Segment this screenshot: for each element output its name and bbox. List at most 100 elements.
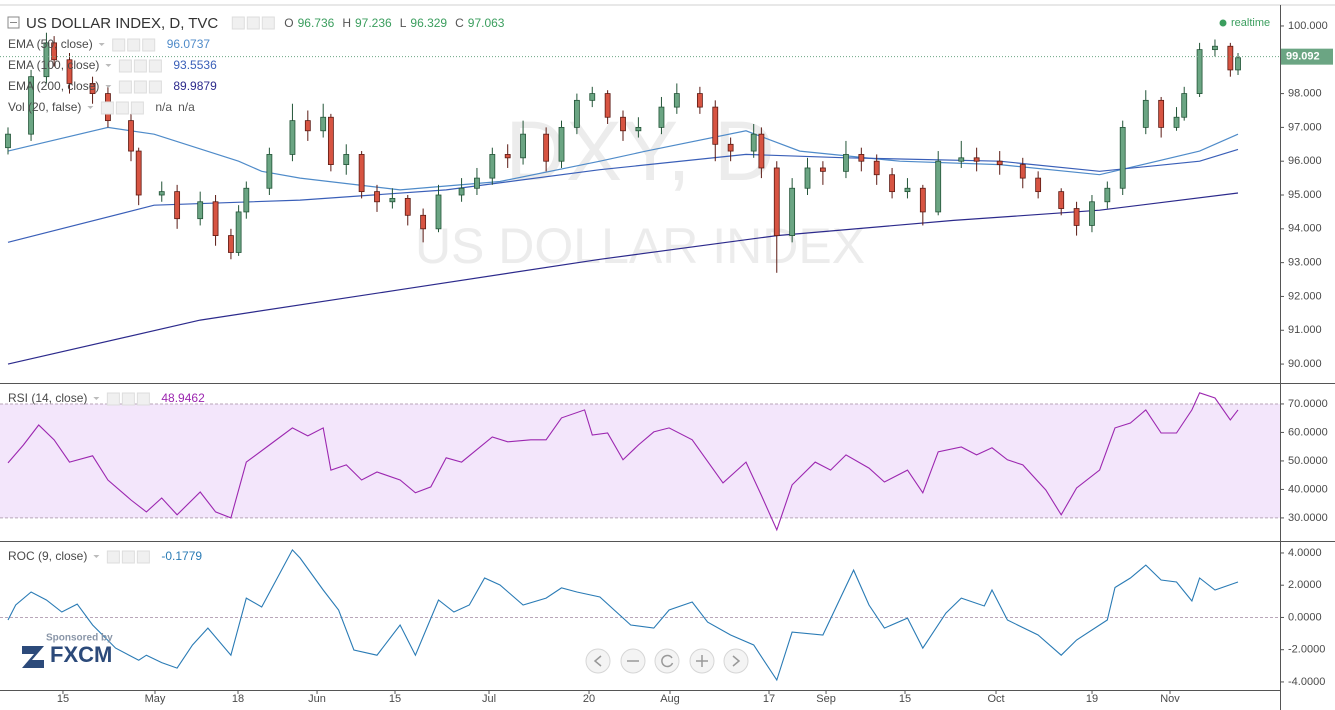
legend-icon [133,80,147,94]
last-price-label: 99.092 [1286,51,1320,63]
candle-body [935,160,942,213]
candle-body [51,42,58,61]
nav-buttons [585,648,749,674]
legend-icon [136,550,150,564]
candle-body [5,133,11,149]
indicator-line [7,548,1239,682]
scroll-right-button[interactable] [723,648,749,674]
reset-button[interactable] [654,648,680,674]
candle-body [358,154,365,193]
dropdown-arrow [105,85,112,88]
y-tick-label: 0.0000 [1288,611,1322,623]
y-tick-label: 91.000 [1288,324,1322,336]
candle-body [973,157,980,162]
candle-body [789,187,796,236]
x-tick-label: 17 [763,693,775,705]
legend-value: 48.9462 [161,391,205,405]
x-tick-label: Nov [1160,693,1180,705]
candle-body [212,201,219,236]
candle-body [174,191,181,220]
x-tick-label: Jul [482,693,496,705]
icon [593,655,602,667]
y-tick-label: 96.000 [1288,155,1322,167]
x-tick-label: Oct [987,693,1004,705]
legend-icon [121,550,135,564]
sponsor-logo: Sponsored by FXCM [22,633,113,668]
legend-icon [142,38,156,52]
candle-body [758,133,765,169]
candle-body [804,167,811,189]
rsi-band [0,403,1280,518]
candle-body [1119,126,1126,189]
candle-body [727,143,734,152]
icon [696,655,708,667]
candle-body [158,191,165,196]
candle-body [389,197,396,203]
legend-value: 96.0737 [167,37,211,51]
candle-body [1173,116,1180,128]
candle-body [658,106,665,128]
candle-body [320,116,327,132]
candle-body [197,201,204,220]
candle-body [1104,187,1111,203]
x-tick-label: 19 [1086,693,1098,705]
candle-body [558,126,565,162]
ohlc-label: O [284,16,293,30]
icon [732,655,741,667]
legend-icon [121,392,135,406]
candle-body [304,120,311,132]
legend-icon [118,80,132,94]
y-tick-label: 2.0000 [1288,579,1322,591]
candle-body [1212,45,1218,51]
candle-body [604,93,611,118]
candle-body [543,133,550,162]
y-tick-label: 70.0000 [1288,398,1328,410]
candle-body [266,154,273,189]
candle-body [904,187,911,193]
legend-name: EMA (50, close) [8,37,93,51]
candle-body [843,154,849,172]
candle-body [474,177,480,189]
dropdown-arrow [87,106,94,109]
legend-icon [130,101,144,115]
y-tick-label: -4.0000 [1288,676,1325,688]
candle-body [750,133,757,152]
legend-icon [106,392,120,406]
candle-body [458,187,465,196]
legend-name: EMA (200, close) [8,79,99,93]
candle-body [696,93,703,108]
watermark-name: US DOLLAR INDEX [415,218,865,274]
candle-body [889,174,895,193]
legend-icon [148,80,162,94]
legend-icon [112,38,126,52]
candle-body [28,76,34,135]
dropdown-arrow [105,64,112,67]
legend-icon [261,16,275,30]
candle-body [635,126,642,132]
candle-body [404,197,411,216]
x-tick-label: 20 [583,693,595,705]
last-price-tag [1281,48,1333,65]
legend-value: -0.1779 [161,549,202,563]
scroll-left-button[interactable] [585,648,611,674]
candle-body [420,214,427,230]
icon [661,654,674,668]
legend-name: RSI (14, close) [8,391,87,405]
candle-body [128,120,134,152]
y-tick-label: 93.000 [1288,257,1322,269]
candle-body [1019,164,1026,179]
y-tick-label: -2.0000 [1288,644,1325,656]
ohlc-value: 97.236 [355,16,392,30]
candle-body [1196,49,1203,94]
legend-icon [115,101,129,115]
candle-body [1235,57,1241,71]
candle-body [374,191,380,203]
candle-body [1158,99,1165,128]
candle-body [919,187,926,213]
candle-body [435,194,442,230]
legend-icon [133,59,147,73]
legend-icon [100,101,114,115]
x-tick-label: Sep [816,693,836,705]
y-tick-label: 97.000 [1288,121,1322,133]
